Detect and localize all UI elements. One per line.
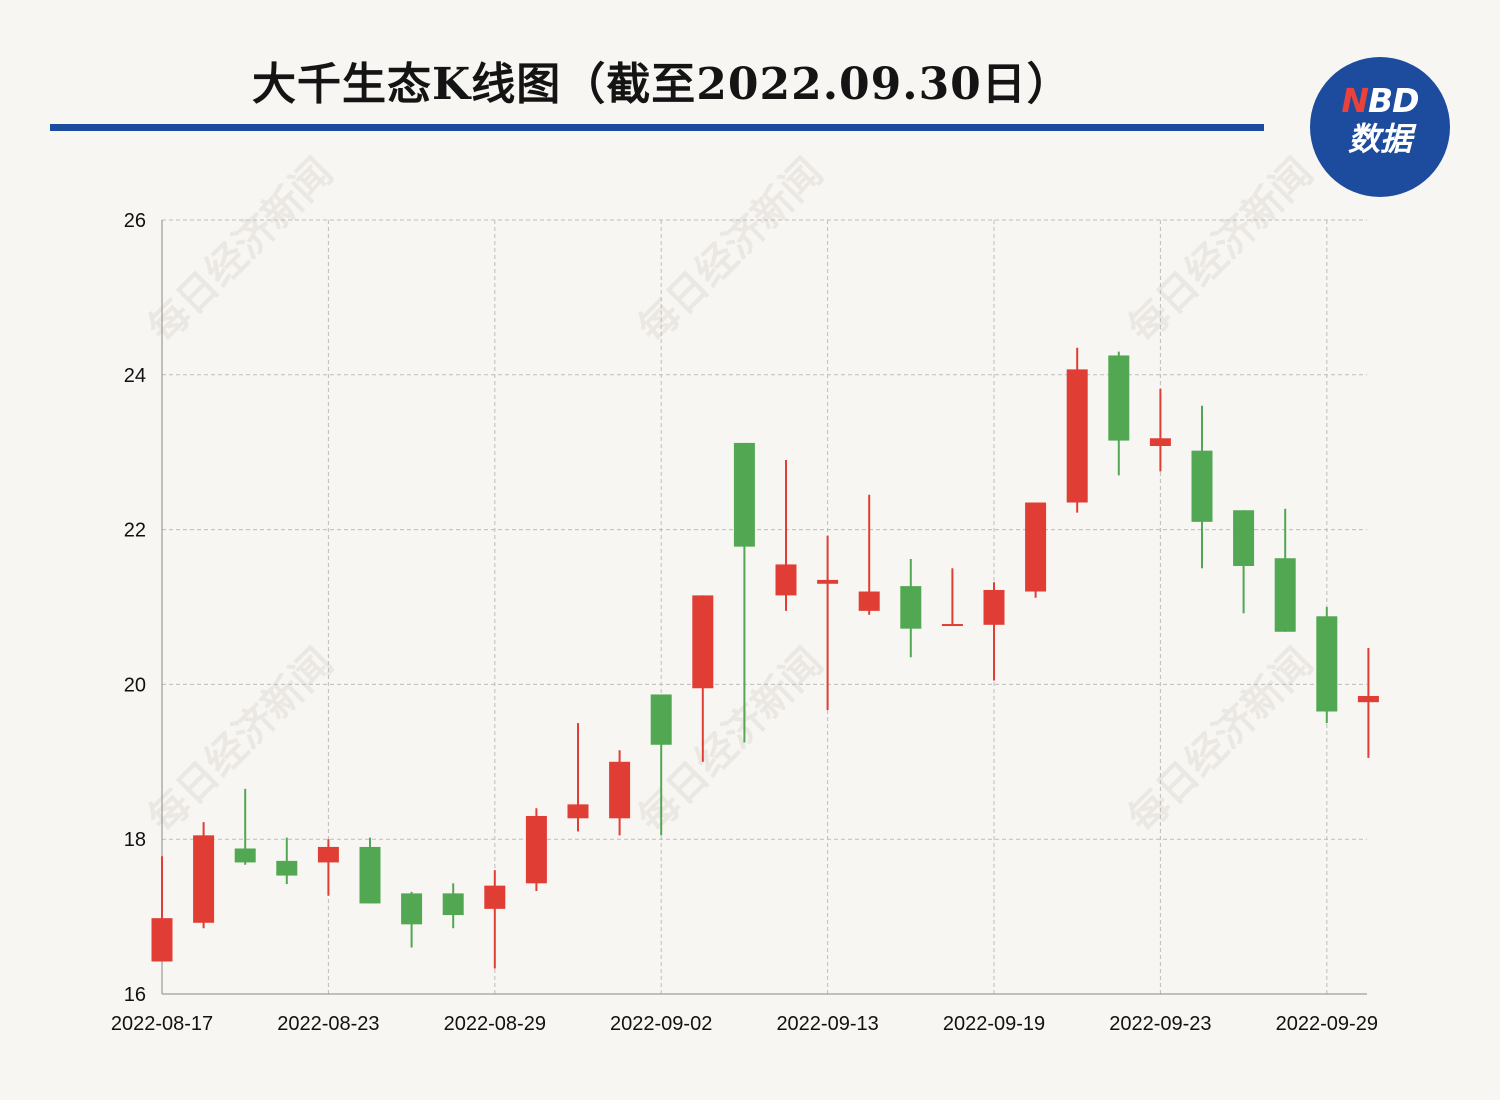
x-tick-label: 2022-09-23 (1109, 1013, 1211, 1035)
candle-body (1149, 438, 1171, 447)
candle-body (151, 918, 173, 962)
y-tick-label: 22 (124, 520, 146, 542)
candle-body (941, 624, 963, 627)
candle (733, 442, 755, 743)
candle-body (817, 579, 839, 584)
candle-body (567, 804, 589, 819)
x-tick-label: 2022-09-13 (776, 1013, 878, 1035)
watermark-text: 每日经济新闻 (139, 149, 342, 352)
y-tick-label: 24 (124, 365, 146, 387)
candle (900, 559, 922, 658)
candle (442, 883, 464, 929)
candle (1025, 502, 1047, 598)
candle (650, 694, 672, 836)
candle (193, 822, 215, 929)
x-tick-label: 2022-08-23 (277, 1013, 379, 1035)
x-tick-label: 2022-08-17 (111, 1013, 213, 1035)
watermark-text: 每日经济新闻 (1119, 639, 1322, 842)
candle-body (858, 591, 880, 611)
candle (276, 837, 298, 885)
candle-body (1108, 355, 1130, 441)
logo-letter-n: N (1341, 81, 1369, 120)
candle-body (193, 835, 215, 923)
y-tick-label: 16 (124, 984, 146, 1006)
candle (775, 459, 797, 611)
candle (983, 582, 1005, 681)
x-tick-label: 2022-09-02 (610, 1013, 712, 1035)
candle-body (1357, 696, 1379, 703)
candle (609, 750, 631, 836)
candle (151, 856, 173, 962)
candle-body (733, 442, 755, 547)
candle (567, 723, 589, 832)
candle (1191, 405, 1213, 569)
candle (1274, 508, 1296, 632)
candle (941, 568, 963, 627)
candle-body (276, 860, 298, 876)
candle (234, 788, 256, 865)
candle-body (359, 846, 381, 904)
candle-body (484, 885, 506, 909)
y-tick-label: 20 (124, 674, 146, 696)
candle-body (442, 893, 464, 916)
candle-body (609, 761, 631, 819)
candle-body (1233, 510, 1255, 566)
candle-body (1066, 369, 1088, 503)
logo-wordmark: NBD (1310, 83, 1450, 119)
y-tick-label: 18 (124, 829, 146, 851)
y-axis-ticks: 16 18 20 22 24 26 (124, 210, 146, 1006)
candle (692, 595, 714, 762)
candle-body (1025, 502, 1047, 592)
candle-body (1191, 450, 1213, 522)
candle (1149, 388, 1171, 472)
candle (1233, 510, 1255, 614)
watermark-text: 每日经济新闻 (629, 149, 832, 352)
x-tick-label: 2022-08-29 (444, 1013, 546, 1035)
chart-title: 大千生态K线图（截至2022.09.30日） (252, 59, 1072, 110)
candle (1066, 347, 1088, 513)
candle (817, 535, 839, 710)
candles (151, 347, 1379, 969)
x-tick-label: 2022-09-19 (943, 1013, 1045, 1035)
x-axis-ticks: 2022-08-17 2022-08-23 2022-08-29 2022-09-02… (111, 1013, 1378, 1035)
candle-body (1316, 616, 1338, 712)
grid-lines (161, 219, 1367, 995)
candle (317, 839, 339, 896)
candle-body (525, 815, 547, 884)
candle (1108, 351, 1130, 476)
candle (1316, 607, 1338, 724)
candle (1357, 648, 1379, 758)
candle-body (775, 564, 797, 596)
watermark-text: 每日经济新闻 (139, 639, 342, 842)
candle-body (1274, 558, 1296, 632)
candle (359, 837, 381, 904)
candle-body (900, 586, 922, 629)
candle-body (692, 595, 714, 689)
candle-body (234, 848, 256, 863)
logo-subtitle: 数据 (1347, 120, 1412, 158)
candle (484, 870, 506, 969)
candle-body (401, 893, 423, 925)
title-underline (50, 124, 1264, 131)
candle-body (983, 589, 1005, 625)
nbd-data-logo: NBD 数据 (1310, 57, 1450, 197)
watermark-text: 每日经济新闻 (1119, 149, 1322, 352)
x-tick-label: 2022-09-29 (1276, 1013, 1378, 1035)
candle-body (650, 694, 672, 745)
axes (161, 220, 1367, 995)
candle (525, 808, 547, 892)
candle (401, 891, 423, 948)
candle (858, 494, 880, 615)
logo-letters-bd: BD (1368, 81, 1420, 120)
y-tick-label: 26 (124, 210, 146, 232)
candle-body (317, 846, 339, 863)
